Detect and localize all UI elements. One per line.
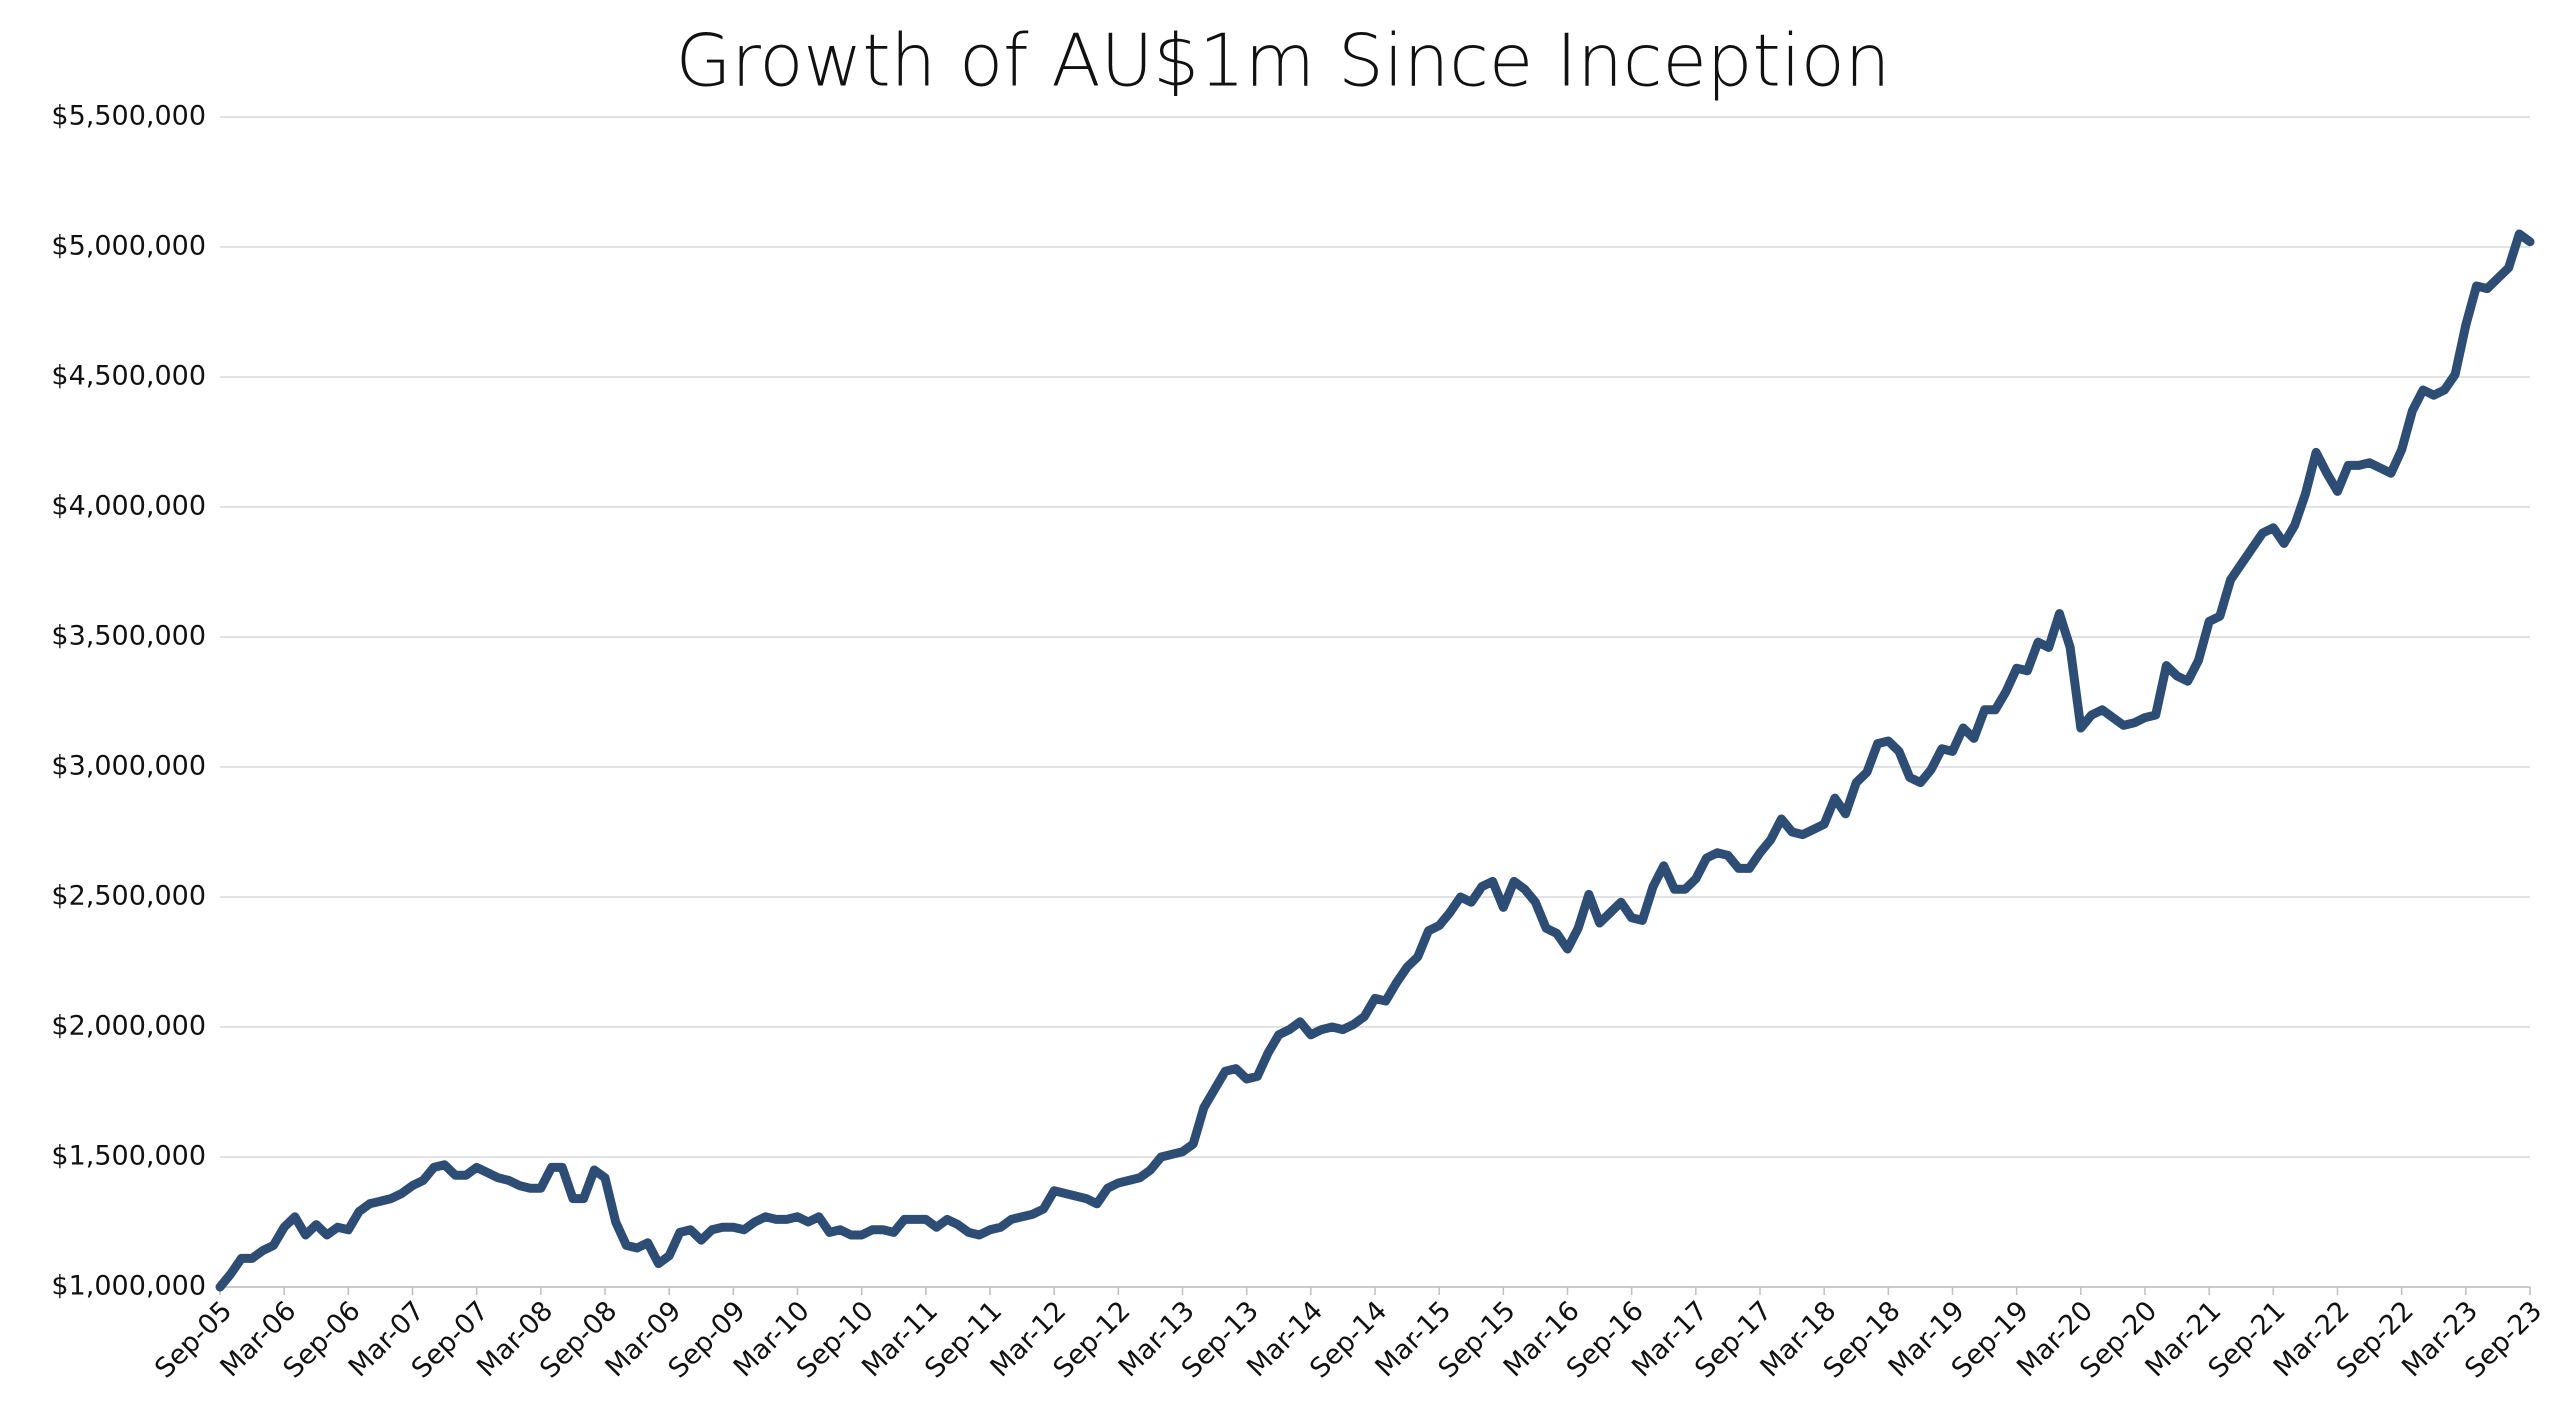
y-tick-label: $4,500,000 (51, 361, 206, 392)
y-tick-label: $5,500,000 (51, 101, 206, 132)
y-tick-label: $2,000,000 (51, 1011, 206, 1042)
line-series (215, 229, 2535, 1292)
chart-title: Growth of AU$1m Since Inception (676, 19, 1891, 103)
y-tick-label: $5,000,000 (51, 231, 206, 262)
y-tick-label: $3,500,000 (51, 621, 206, 652)
y-tick-label: $4,000,000 (51, 491, 206, 522)
y-tick-label: $1,500,000 (51, 1141, 206, 1172)
y-tick-label: $1,000,000 (51, 1271, 206, 1302)
y-tick-label: $2,500,000 (51, 881, 206, 912)
y-tick-label: $3,000,000 (51, 751, 206, 782)
